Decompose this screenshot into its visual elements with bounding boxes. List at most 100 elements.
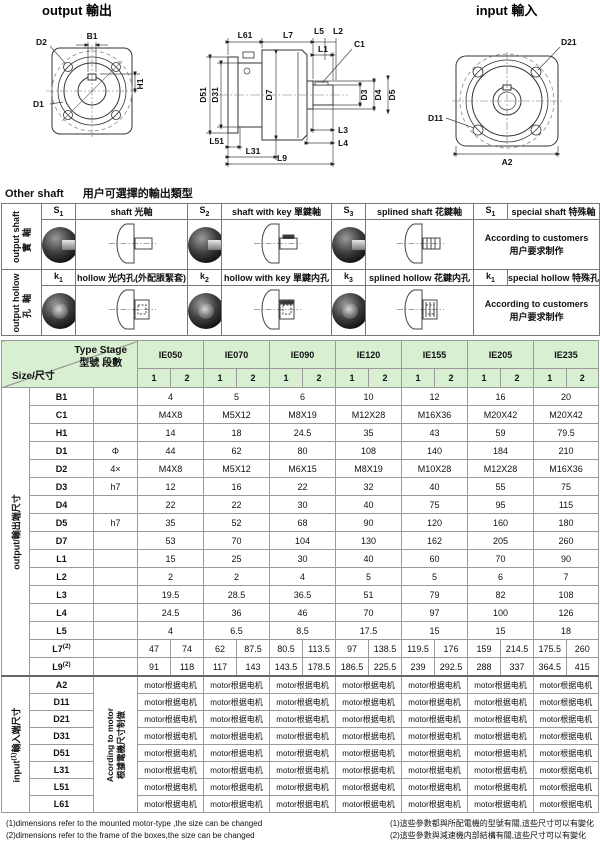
spec-value: 22 — [137, 495, 205, 514]
spec-value: 140 — [401, 441, 469, 460]
os-type-label: splined shaft 花鍵軸 — [365, 203, 474, 220]
motor-cell: motor根据电机 — [533, 744, 599, 762]
stage-header: 2 — [434, 368, 469, 388]
os-side-en: output shaft — [10, 210, 21, 263]
other-shaft-header-row: output shaft 實軸 S1 shaft 光軸 S2 shaft with key… — [1, 203, 600, 270]
spec-value: 119.5 — [401, 639, 436, 658]
spec-value: 97 — [335, 639, 370, 658]
spec-value: 90 — [533, 549, 599, 568]
row-name: D5 — [29, 513, 94, 532]
footnotes-en: (1)dimensions refer to the mounted motor… — [6, 818, 262, 842]
row-name: D31 — [29, 727, 94, 745]
spec-value: 8.5 — [269, 621, 337, 640]
row-name: D21 — [29, 710, 94, 728]
spec-value: 15 — [137, 549, 205, 568]
spec-value: M16X36 — [533, 459, 599, 478]
motor-cell: motor根据电机 — [401, 710, 469, 728]
footnotes: (1)dimensions refer to the mounted motor… — [0, 813, 600, 842]
spec-value: 40 — [335, 549, 403, 568]
motor-cell: motor根据电机 — [401, 795, 469, 813]
input-side-label: input(1)輸入端尺寸 — [1, 675, 30, 813]
dim-label-D51: D51 — [198, 87, 208, 103]
spec-value: 7 — [533, 567, 599, 586]
shaft-drawing-icon — [396, 223, 444, 264]
spec-row-D5: D5 h7 35 52 68 90 120 160 180 — [2, 513, 599, 532]
spec-value: 143 — [236, 657, 271, 677]
os-side-label: output hollow 孔軸 — [1, 269, 42, 336]
shaft-drawing-cell — [221, 219, 332, 270]
dim-label-B1: B1 — [87, 31, 98, 41]
os-code: k1 — [41, 269, 76, 286]
dim-label-L4: L4 — [338, 138, 348, 148]
model-header-IE090: IE090 — [269, 340, 337, 369]
row-symbol: Φ — [92, 441, 139, 460]
footnote-zh-2: (2)這些參數與減速機内部結構有關,這些尺寸可以有變化 — [390, 831, 586, 840]
spec-value: 210 — [533, 441, 599, 460]
row-name: L51 — [29, 778, 94, 796]
motor-cell: motor根据电机 — [137, 710, 205, 728]
spec-value: 91 — [137, 657, 172, 677]
spec-value: M6X15 — [269, 459, 337, 478]
stage-header: 1 — [467, 368, 502, 388]
motor-cell: motor根据电机 — [533, 693, 599, 711]
spec-value: 4 — [137, 621, 205, 640]
os-code: k2 — [187, 269, 222, 286]
dim-label-A2: A2 — [502, 157, 513, 167]
spec-value: 5 — [203, 387, 271, 406]
spec-value: 40 — [335, 495, 403, 514]
stage-header: 2 — [170, 368, 205, 388]
stage-header: 2 — [236, 368, 271, 388]
spec-row-L3: L3 19.5 28.5 36.5 51 79 82 108 — [2, 585, 599, 604]
spec-value: 90 — [335, 513, 403, 532]
spec-value: 104 — [269, 531, 337, 550]
spec-value: 40 — [401, 477, 469, 496]
spec-value: 184 — [467, 441, 535, 460]
motor-cell: motor根据电机 — [401, 778, 469, 796]
spec-row-L7: L7(2) 47 74 62 87.5 80.5 113.5 97 138.5 119.5 176 1… — [2, 639, 599, 658]
motor-cell: motor根据电机 — [269, 727, 337, 745]
dim-label-L5: L5 — [314, 26, 324, 36]
spec-value: 32 — [335, 477, 403, 496]
input-row-A2: input(1)輸入端尺寸 A2 Acording to motor 根據電機尺寸制做… — [1, 675, 599, 813]
spec-value: 79.5 — [533, 423, 599, 442]
motor-cell: motor根据电机 — [269, 795, 337, 813]
shaft-drawing-cell — [221, 285, 332, 336]
row-name: A2 — [29, 675, 94, 694]
spec-value: 80 — [269, 441, 337, 460]
output-dim-lines — [49, 42, 140, 105]
row-symbol — [92, 531, 139, 550]
motor-cell: motor根据电机 — [335, 693, 403, 711]
motor-cell: motor根据电机 — [335, 761, 403, 779]
spec-value: 97 — [401, 603, 469, 622]
os-type-label: hollow with key 單鍵内孔 — [221, 269, 332, 286]
motor-cell: motor根据电机 — [401, 744, 469, 762]
motor-cell: motor根据电机 — [203, 761, 271, 779]
spec-value: 59 — [467, 423, 535, 442]
row-name: C1 — [29, 405, 94, 424]
os-code: k1 — [473, 269, 508, 286]
model-header-IE155: IE155 — [401, 340, 469, 369]
spec-value: 176 — [434, 639, 469, 658]
motor-cell: motor根据电机 — [137, 795, 205, 813]
shaft-photo — [332, 226, 365, 263]
spec-value: 15 — [401, 621, 469, 640]
spec-value: 113.5 — [302, 639, 337, 658]
corner-type-stage: Type Stage — [74, 345, 128, 356]
spec-value: M20X42 — [467, 405, 535, 424]
motor-cell: motor根据电机 — [335, 795, 403, 813]
spec-value: 19.5 — [137, 585, 205, 604]
stage-header: 1 — [137, 368, 172, 388]
stage-header: 2 — [565, 368, 599, 388]
spec-value: 288 — [467, 657, 502, 677]
row-name: L1 — [29, 549, 94, 568]
spec-value: 79 — [401, 585, 469, 604]
os-type-label: shaft with key 單鍵軸 — [221, 203, 332, 220]
spec-value: 337 — [500, 657, 535, 677]
input-row-L51: L51 motor根据电机 motor根据电机 motor根据电机 motor根据电机 m… — [2, 778, 599, 796]
row-name: D3 — [29, 477, 94, 496]
spec-value: 18 — [533, 621, 599, 640]
side-dim-lines — [206, 38, 390, 167]
row-symbol — [92, 567, 139, 586]
row-name: D7 — [29, 531, 94, 550]
